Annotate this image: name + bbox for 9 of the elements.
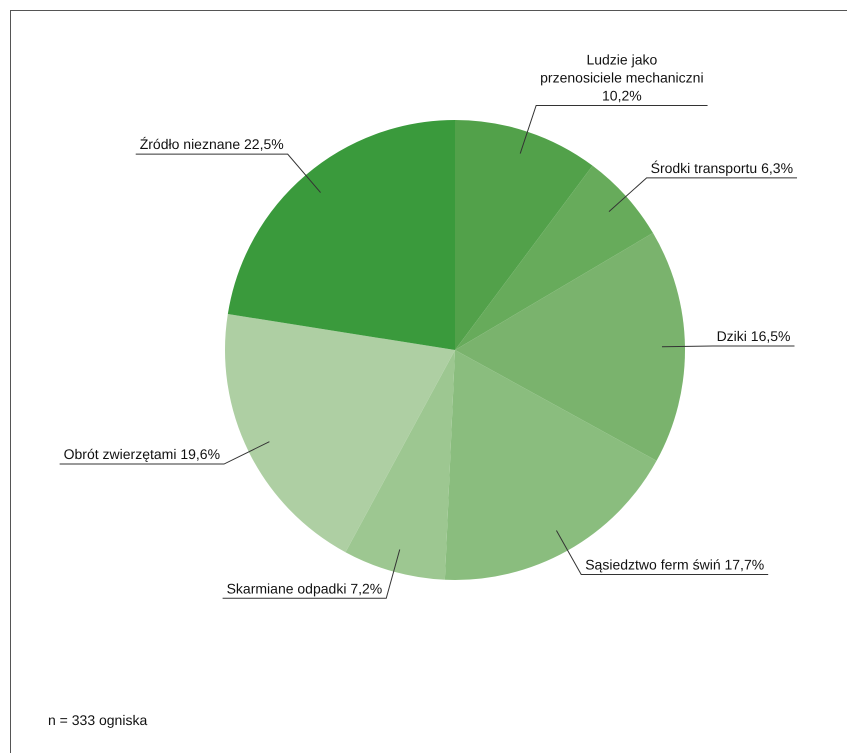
slice-label: Skarmiane odpadki 7,2%	[226, 580, 382, 596]
slice-label: Środki transportu 6,3%	[650, 160, 794, 176]
data-label: 10,2%	[602, 88, 642, 104]
slice-label: Źródło nieznane 22,5%	[140, 136, 284, 152]
slice-label: Sąsiedztwo ferm świń 17,7%	[585, 556, 764, 573]
slice-label: Obrót zwierzętami 19,6%	[64, 446, 220, 462]
text: n = 333 ogniska	[48, 712, 148, 728]
slice-label: Ludzie jako przenosiciele mechaniczni	[540, 52, 704, 86]
slice-label: Dziki 16,5%	[716, 328, 790, 344]
